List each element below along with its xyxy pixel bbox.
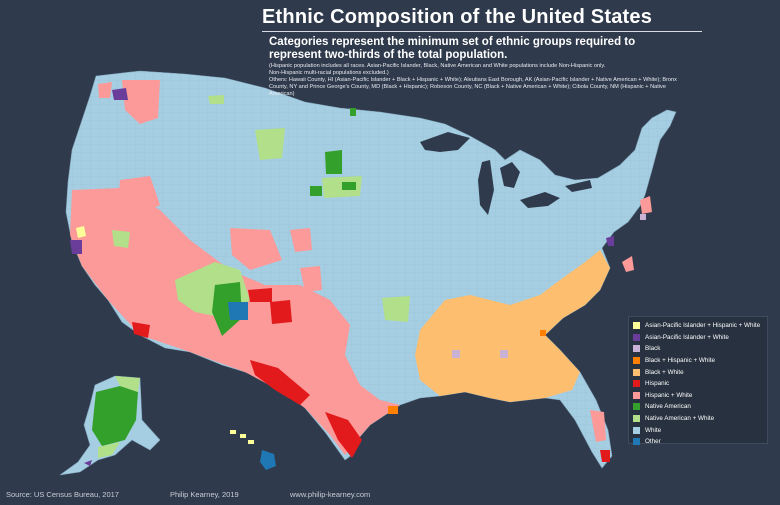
legend-label: Asian-Pacific Islander + White xyxy=(645,333,729,341)
legend-item: Black + Hispanic + White xyxy=(633,355,763,367)
note-line-1: (Hispanic population includes all races.… xyxy=(269,63,606,69)
black-regions xyxy=(452,214,646,358)
legend-swatch xyxy=(633,403,640,411)
map-legend: Asian-Pacific Islander + Hispanic + Whit… xyxy=(628,316,768,446)
legend-swatch xyxy=(633,345,640,353)
map-subtitle: Categories represent the minimum set of … xyxy=(269,36,636,61)
hispanic-regions xyxy=(132,288,610,462)
legend-item: Native American + White xyxy=(633,413,763,425)
note-line-2: Non-Hispanic multi-racial populations ex… xyxy=(269,70,389,76)
native-american-regions xyxy=(212,108,356,336)
legend-item: Black + White xyxy=(633,366,763,378)
legend-swatch xyxy=(633,380,640,388)
black-hispanic-white-regions xyxy=(388,330,546,414)
hawaii xyxy=(230,430,276,470)
legend-item: Other xyxy=(633,436,763,448)
legend-label: White xyxy=(645,426,662,434)
legend-label: Other xyxy=(645,438,661,446)
legend-label: Black + White xyxy=(645,368,684,376)
website-link[interactable]: www.philip-kearney.com xyxy=(290,490,371,499)
black-white-region xyxy=(415,250,610,402)
legend-label: Black + Hispanic + White xyxy=(645,357,715,365)
alaska xyxy=(59,375,161,476)
legend-swatch xyxy=(633,438,640,446)
legend-swatch xyxy=(633,415,640,423)
other-regions xyxy=(228,302,248,320)
legend-label: Asian-Pacific Islander + Hispanic + Whit… xyxy=(645,322,761,330)
legend-item: Asian-Pacific Islander + White xyxy=(633,332,763,344)
legend-item: Hispanic + White xyxy=(633,390,763,402)
source-credit: Source: US Census Bureau, 2017 xyxy=(6,490,119,499)
title-underline xyxy=(262,31,702,32)
asian-pacific-hispanic-white-regions xyxy=(76,226,86,238)
legend-label: Native American + White xyxy=(645,415,715,423)
note-line-3: Others: Hawaii County, HI (Asian-Pacific… xyxy=(269,77,677,97)
asian-pacific-white-regions xyxy=(70,88,614,254)
legend-item: Hispanic xyxy=(633,378,763,390)
legend-label: Hispanic xyxy=(645,380,670,388)
legend-swatch xyxy=(633,333,640,341)
legend-label: Native American xyxy=(645,403,691,411)
legend-item: White xyxy=(633,424,763,436)
legend-swatch xyxy=(633,322,640,330)
legend-label: Black xyxy=(645,345,661,353)
great-lakes xyxy=(420,132,592,215)
legend-swatch xyxy=(633,426,640,434)
legend-item: Asian-Pacific Islander + Hispanic + Whit… xyxy=(633,320,763,332)
author-credit: Philip Kearney, 2019 xyxy=(170,490,239,499)
map-title: Ethnic Composition of the United States xyxy=(262,6,653,28)
legend-swatch xyxy=(633,368,640,376)
legend-item: Black xyxy=(633,343,763,355)
map-notes: (Hispanic population includes all races.… xyxy=(269,63,679,98)
legend-swatch xyxy=(633,357,640,365)
legend-swatch xyxy=(633,391,640,399)
legend-label: Hispanic + White xyxy=(645,391,693,399)
legend-item: Native American xyxy=(633,401,763,413)
